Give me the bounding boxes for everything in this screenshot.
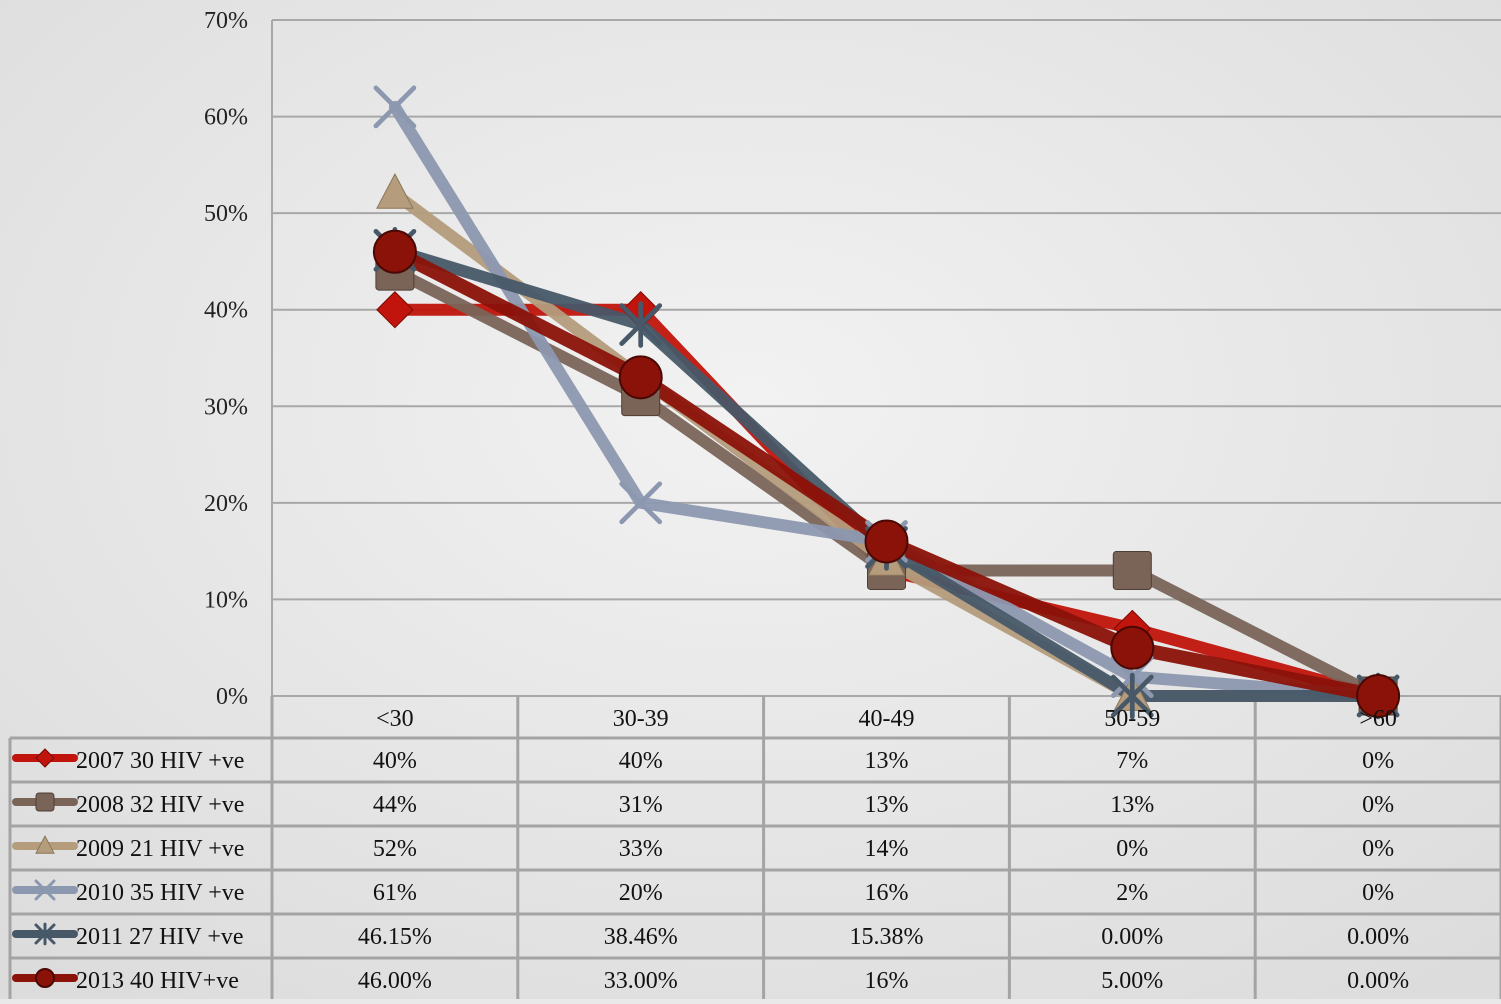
data-label: 16% — [865, 880, 909, 906]
marker-2010-35-hiv-ve-30 — [373, 85, 417, 129]
data-label: 52% — [373, 836, 417, 862]
data-label: 33.00% — [604, 968, 678, 994]
marker-2013-40-hiv-ve-60 — [1356, 674, 1401, 718]
data-label: 0% — [1362, 792, 1394, 818]
series-markers — [372, 85, 1401, 720]
marker-2013-40-hiv-ve-40-49 — [864, 519, 909, 564]
legend-key-marker-2007-30-hiv-ve — [35, 748, 55, 768]
legend-key-marker-2010-35-hiv-ve — [34, 879, 56, 901]
x-category-label: 30-39 — [613, 706, 669, 732]
data-label: 20% — [619, 880, 663, 906]
legend-series-name: 2009 21 HIV +ve — [76, 836, 244, 862]
y-tick-label: 40% — [204, 298, 248, 324]
marker-2009-21-hiv-ve-30 — [376, 172, 414, 209]
data-label: 5.00% — [1101, 968, 1163, 994]
marker-2011-27-hiv-ve-30-39 — [619, 301, 663, 348]
data-label: 0% — [1116, 836, 1148, 862]
marker-2007-30-hiv-ve-30 — [376, 291, 414, 329]
data-label: 2% — [1116, 880, 1148, 906]
data-label: 44% — [373, 792, 417, 818]
data-label: 0.00% — [1101, 924, 1163, 950]
data-label: 13% — [1110, 792, 1154, 818]
y-tick-label: 0% — [216, 684, 248, 710]
legend-key-marker-2011-27-hiv-ve — [34, 922, 56, 946]
y-tick-label: 30% — [204, 394, 248, 420]
data-label: 16% — [865, 968, 909, 994]
marker-2010-35-hiv-ve-30-39 — [619, 481, 663, 525]
y-tick-label: 60% — [204, 105, 248, 131]
legend-series-name: 2008 32 HIV +ve — [76, 792, 244, 818]
data-label: 38.46% — [604, 924, 678, 950]
data-label: 14% — [865, 836, 909, 862]
data-table — [8, 696, 1501, 1004]
data-label: 13% — [865, 748, 909, 774]
legend-key-marker-2009-21-hiv-ve — [35, 835, 55, 854]
legend-series-name: 2007 30 HIV +ve — [76, 748, 244, 774]
y-axis: 0% 10% 20% 30% 40% 50% 60% 70% — [204, 8, 248, 710]
data-label: 13% — [865, 792, 909, 818]
data-label: 15.38% — [850, 924, 924, 950]
legend-series-name: 2010 35 HIV +ve — [76, 880, 244, 906]
x-category-label: 50-59 — [1104, 706, 1160, 732]
data-label: 0% — [1362, 880, 1394, 906]
marker-2013-40-hiv-ve-30-39 — [618, 355, 663, 400]
data-label: 40% — [619, 748, 663, 774]
data-label: 46.15% — [358, 924, 432, 950]
data-label: 0% — [1362, 836, 1394, 862]
data-label: 0.00% — [1347, 968, 1409, 994]
legend-key-marker-2013-40-hiv-ve — [35, 968, 55, 988]
x-category-label: 40-49 — [859, 706, 915, 732]
legend-key-marker-2008-32-hiv-ve — [35, 792, 55, 812]
marker-2013-40-hiv-ve-50-59 — [1110, 625, 1155, 670]
legend-series-name: 2013 40 HIV+ve — [76, 968, 239, 994]
gridlines — [271, 19, 1501, 697]
x-category-label: >60 — [1359, 706, 1397, 732]
data-label: 0.00% — [1347, 924, 1409, 950]
data-label: 40% — [373, 748, 417, 774]
data-label: 46.00% — [358, 968, 432, 994]
data-label: 61% — [373, 880, 417, 906]
data-label: 31% — [619, 792, 663, 818]
marker-2013-40-hiv-ve-30 — [372, 229, 417, 274]
y-tick-label: 70% — [204, 8, 248, 34]
x-axis-labels: <30 30-39 40-49 50-59 >60 2007 30 HIV +ve 40% 4… — [12, 706, 1409, 994]
marker-2011-27-hiv-ve-50-59 — [1110, 672, 1154, 720]
y-tick-label: 10% — [204, 587, 248, 613]
data-label: 33% — [619, 836, 663, 862]
legend-series-name: 2011 27 HIV +ve — [76, 924, 244, 950]
x-category-label: <30 — [376, 706, 414, 732]
y-tick-label: 50% — [204, 201, 248, 227]
data-label: 0% — [1362, 748, 1394, 774]
y-tick-label: 20% — [204, 491, 248, 517]
data-label: 7% — [1116, 748, 1148, 774]
marker-2008-32-hiv-ve-50-59 — [1112, 550, 1152, 590]
